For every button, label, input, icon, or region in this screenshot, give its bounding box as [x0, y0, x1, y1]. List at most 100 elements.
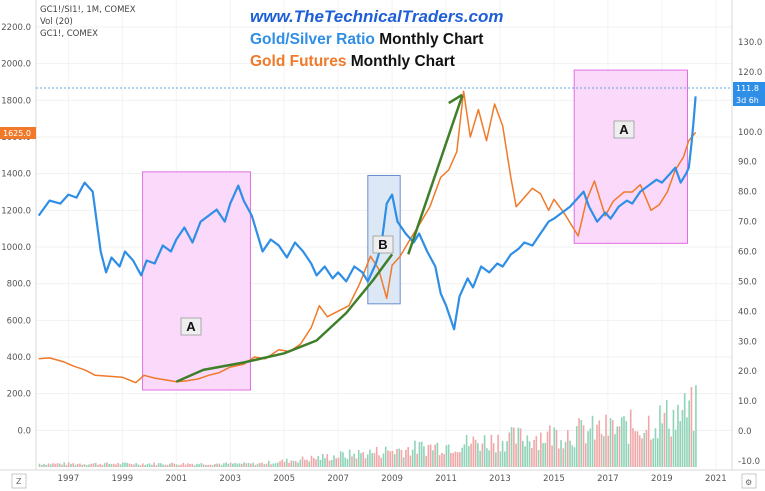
left-tick-label: 200.0: [7, 390, 31, 400]
volume-bar: [526, 435, 529, 467]
right-tick-label: 120.0: [738, 68, 762, 78]
volume-bar: [540, 432, 542, 467]
header-gold-name: Gold Futures: [250, 53, 346, 70]
svg-text:111.8: 111.8: [736, 84, 759, 93]
right-tick-label: 90.0: [738, 158, 757, 168]
volume-bar: [465, 434, 468, 467]
volume-bar: [337, 457, 340, 467]
volume-bar: [285, 458, 288, 467]
timezone-icon[interactable]: Z: [11, 473, 27, 489]
volume-bar: [371, 453, 374, 467]
header-url: www.TheTechnicalTraders.com: [250, 7, 504, 26]
volume-bar: [625, 421, 628, 467]
volume-bar: [551, 445, 553, 467]
volume-bar: [265, 463, 268, 467]
volume-bar: [88, 464, 90, 467]
svg-text:A: A: [186, 319, 196, 334]
right-tick-label: 60.0: [738, 247, 757, 257]
volume-bar: [488, 450, 490, 467]
volume-bar: [319, 459, 322, 467]
volume-bar: [245, 463, 248, 467]
volume-bar: [229, 462, 232, 467]
gear-icon[interactable]: ⚙: [741, 473, 757, 489]
volume-bar: [211, 465, 214, 467]
svg-text:3d 6h: 3d 6h: [736, 96, 759, 105]
series-layer: [37, 90, 697, 384]
volume-bar: [184, 464, 187, 467]
volume-bar: [103, 463, 106, 467]
volume-bar: [542, 443, 544, 467]
volume-bar: [537, 449, 540, 467]
volume-bar: [627, 443, 630, 467]
volume-bar: [196, 463, 198, 467]
volume-bar: [517, 427, 520, 467]
header-ratio-suffix: Monthly Chart: [375, 31, 484, 48]
gold-silver-ratio-line: [37, 96, 697, 331]
volume-bar: [137, 464, 140, 467]
volume-bar: [515, 443, 517, 467]
info-symbol: GC1!/SI1!, 1M, COMEX: [40, 5, 136, 15]
volume-bar: [232, 463, 234, 467]
volume-bar: [582, 425, 585, 467]
volume-bar: [380, 457, 383, 467]
volume-bar: [357, 449, 360, 467]
right-tick-label: 40.0: [738, 307, 757, 317]
volume-bar: [279, 461, 281, 467]
right-tick-label: 10.0: [738, 397, 757, 407]
volume-bar: [324, 458, 326, 467]
volume-bar: [654, 428, 657, 467]
header-gold-suffix: Monthly Chart: [346, 53, 455, 70]
volume-bar: [620, 417, 623, 467]
volume-bar: [321, 454, 324, 467]
trend-line-peak-arrow: [448, 93, 463, 105]
right-tick-label: 80.0: [738, 188, 757, 198]
x-axis: 1997 1999 2001 2003 2005 2007 2009 2011 2013 2015…: [58, 474, 727, 484]
volume-bar: [81, 464, 84, 467]
volume-bar: [234, 462, 236, 467]
volume-bar: [668, 428, 670, 467]
volume-bar: [441, 452, 443, 467]
volume-bar: [418, 442, 421, 467]
highlight-boxes: [142, 69, 688, 391]
volume-bar: [454, 451, 457, 467]
volume-bar: [288, 463, 290, 467]
header-line-2: Gold Futures Monthly Chart: [250, 53, 455, 70]
x-tick-label: 1997: [58, 474, 80, 484]
left-tick-label: 800.0: [7, 280, 31, 290]
volume-bar: [506, 441, 508, 467]
volume-bar: [686, 417, 688, 467]
right-tick-label: 50.0: [738, 277, 757, 287]
volume-bar: [373, 453, 376, 467]
volume-bar: [297, 462, 299, 467]
volume-bar: [483, 435, 486, 467]
volume-bar: [315, 459, 317, 467]
volume-bar: [427, 444, 430, 467]
volume-bar: [535, 435, 538, 467]
volume-bar: [499, 451, 502, 467]
trend-lines: [175, 93, 464, 383]
volume-bar: [128, 463, 131, 467]
volume-bar: [56, 463, 59, 467]
volume-bar: [110, 463, 113, 467]
volume-bar: [312, 457, 315, 467]
volume-bar: [369, 449, 371, 467]
volume-bar: [85, 464, 88, 467]
volume-bar: [490, 434, 493, 467]
volume-bar: [70, 463, 72, 467]
volume-bar: [119, 464, 122, 467]
volume-bar: [636, 431, 639, 467]
volume-bar: [130, 464, 133, 467]
volume-bar: [546, 431, 549, 467]
volume-bar: [562, 448, 565, 467]
volume-bar: [101, 465, 104, 467]
volume-bar: [256, 463, 259, 467]
volume-bar: [623, 416, 625, 467]
volume-bar: [335, 458, 338, 467]
volume-bar: [549, 425, 551, 467]
volume-bar: [259, 463, 261, 467]
volume-bar: [411, 449, 414, 467]
volume-bar: [681, 409, 684, 467]
left-tick-label: 1400.0: [1, 170, 31, 180]
right-tick-label: 0.0: [738, 427, 752, 437]
